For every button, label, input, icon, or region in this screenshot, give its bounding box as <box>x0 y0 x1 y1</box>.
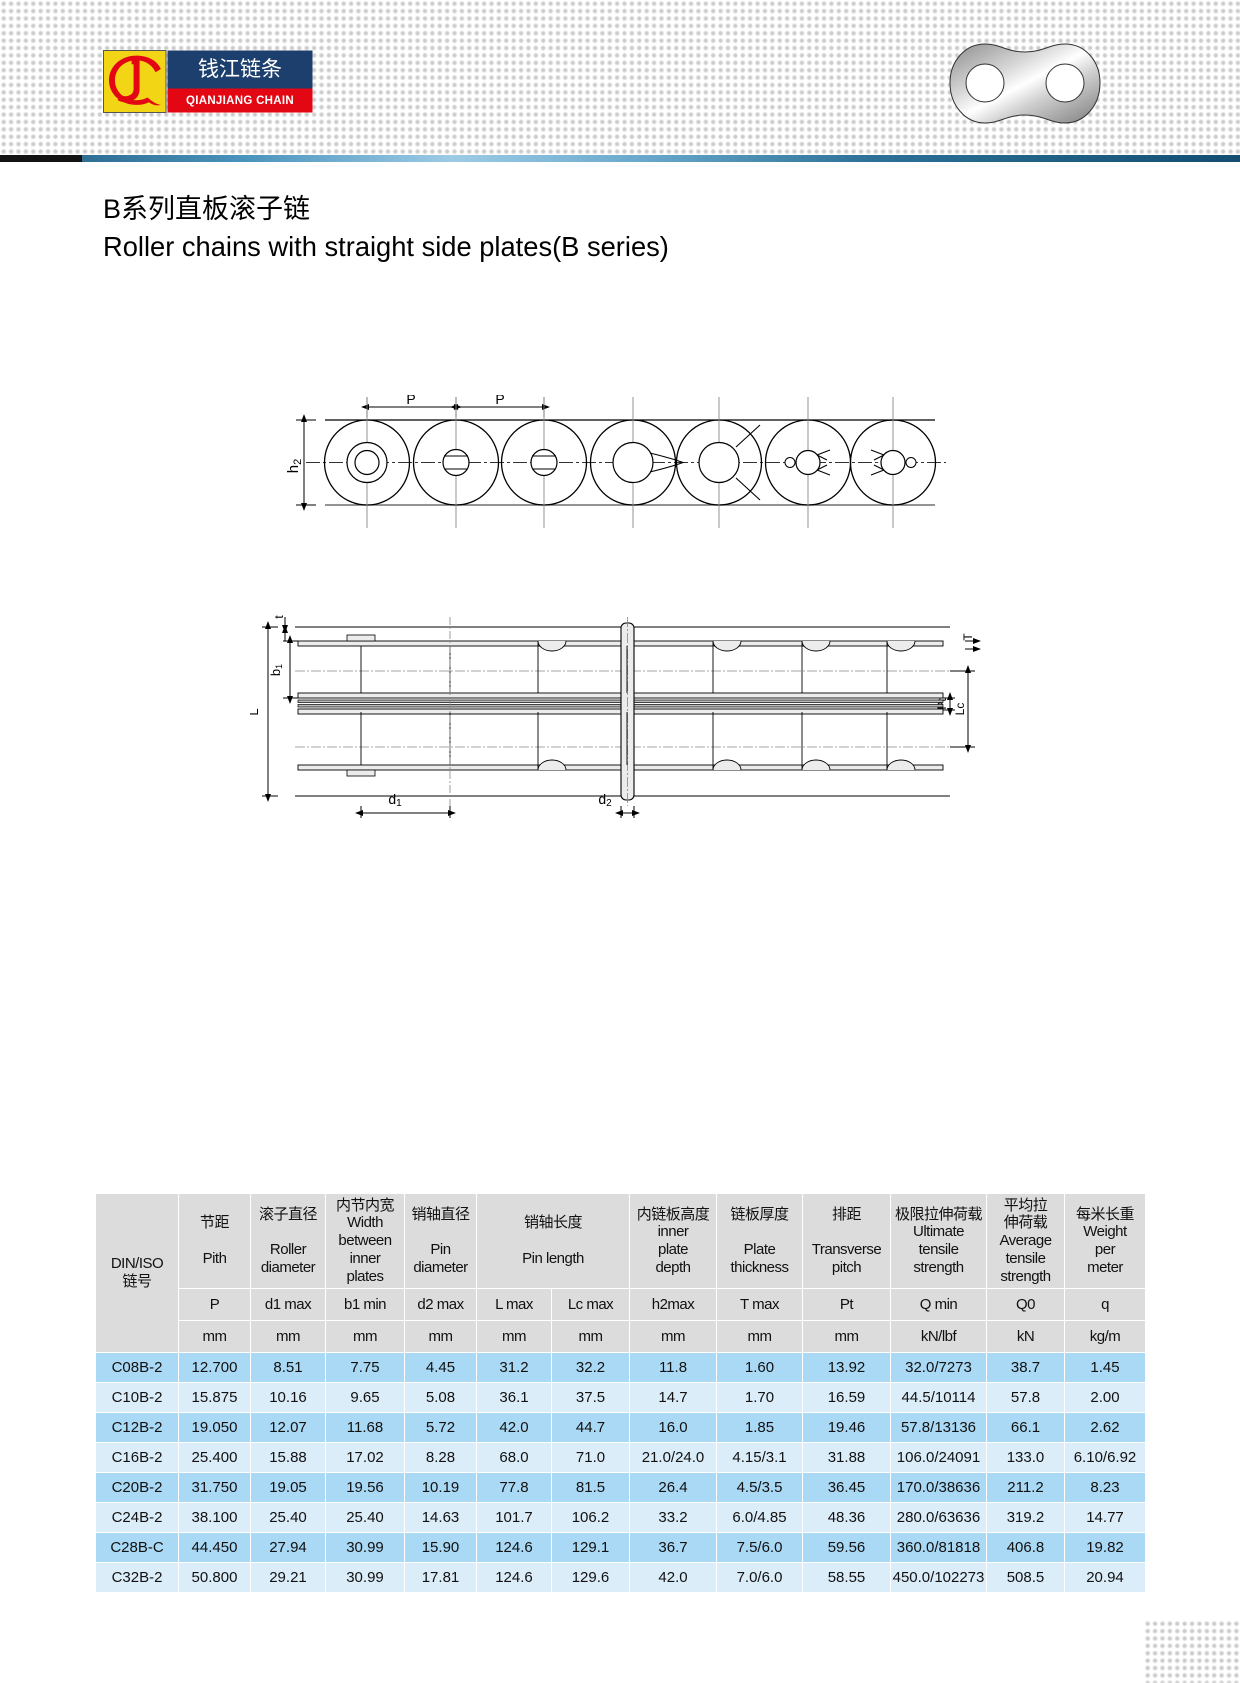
svg-text:d1: d1 <box>388 791 402 809</box>
svg-text:Lc: Lc <box>953 703 967 716</box>
svg-text:b1: b1 <box>268 664 284 676</box>
svg-text:t: t <box>272 615 286 619</box>
svg-text:L: L <box>250 708 261 715</box>
svg-text:T: T <box>961 633 975 641</box>
svg-text:P: P <box>406 395 415 407</box>
svg-text:h2: h2 <box>285 459 304 473</box>
svg-text:Pt: Pt <box>935 698 949 710</box>
svg-text:d2: d2 <box>598 791 612 809</box>
svg-text:钱江链条: 钱江链条 <box>198 58 282 81</box>
svg-text:QIANJIANG CHAIN: QIANJIANG CHAIN <box>186 95 294 107</box>
svg-text:P: P <box>495 395 504 407</box>
